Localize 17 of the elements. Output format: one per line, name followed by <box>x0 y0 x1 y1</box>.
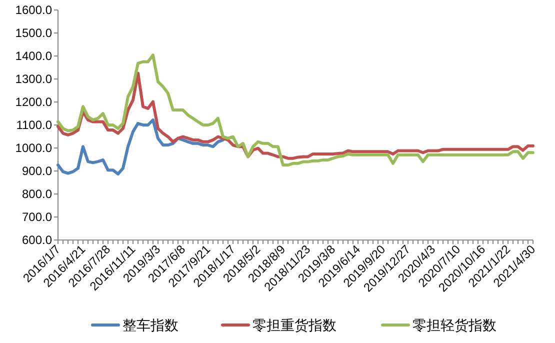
legend-label: 整车指数 <box>122 317 178 333</box>
legend-label: 零担重货指数 <box>252 317 336 333</box>
line-series <box>56 72 534 160</box>
y-tick-label: 1000.0 <box>15 141 52 155</box>
y-tick-label: 1400.0 <box>15 49 52 63</box>
y-tick-label: 1200.0 <box>15 95 52 109</box>
y-tick-label: 1500.0 <box>15 26 52 40</box>
y-tick-label: 900.0 <box>22 164 52 178</box>
y-tick-label: 1600.0 <box>15 3 52 17</box>
y-tick-label: 800.0 <box>22 187 52 201</box>
line-series <box>56 118 224 176</box>
y-tick-label: 1100.0 <box>16 118 52 132</box>
y-tick-label: 700.0 <box>22 210 52 224</box>
y-tick-label: 1300.0 <box>15 72 52 86</box>
line-series <box>56 54 534 167</box>
legend-label: 零担轻货指数 <box>412 317 496 333</box>
y-tick-label: 600.0 <box>22 233 52 247</box>
